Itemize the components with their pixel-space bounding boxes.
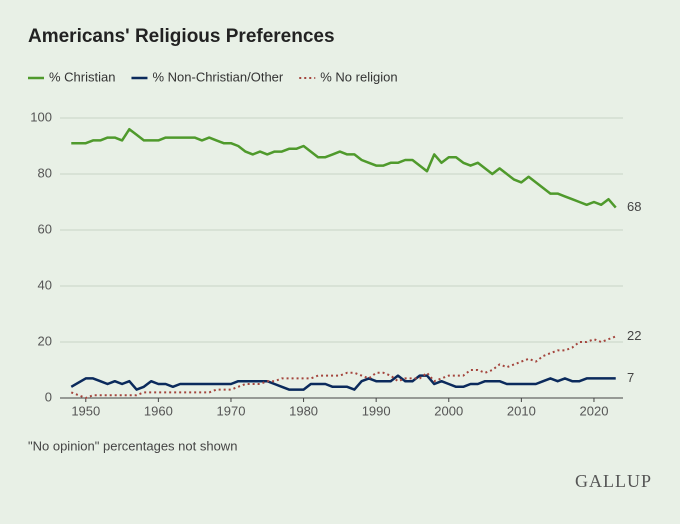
legend-label: % Non-Christian/Other [152,69,283,84]
legend-label: % No religion [320,69,397,84]
x-tick-label: 1950 [71,403,100,418]
line-series [70,374,616,391]
x-tick-label: 1970 [217,403,246,418]
end-label: 22 [627,328,641,343]
y-tick-label: 40 [38,277,52,292]
x-tick-label: 1980 [289,403,318,418]
x-tick-label: 1960 [144,403,173,418]
source-logo: GALLUP [575,471,652,491]
line-series [71,127,617,209]
chart-title: Americans' Religious Preferences [28,26,335,47]
x-tick-label: 2000 [434,403,463,418]
legend-label: % Christian [49,69,115,84]
line-series [70,335,617,399]
x-tick-label: 1990 [362,403,391,418]
note: "No opinion" percentages not shown [28,438,237,453]
end-label: 7 [627,370,634,385]
y-tick-label: 60 [38,221,52,236]
end-label: 68 [627,199,641,214]
x-tick-label: 2020 [580,403,609,418]
x-tick-label: 2010 [507,403,536,418]
y-tick-label: 0 [45,389,52,404]
y-tick-label: 100 [30,109,52,124]
y-tick-label: 20 [38,333,52,348]
y-tick-label: 80 [38,165,52,180]
